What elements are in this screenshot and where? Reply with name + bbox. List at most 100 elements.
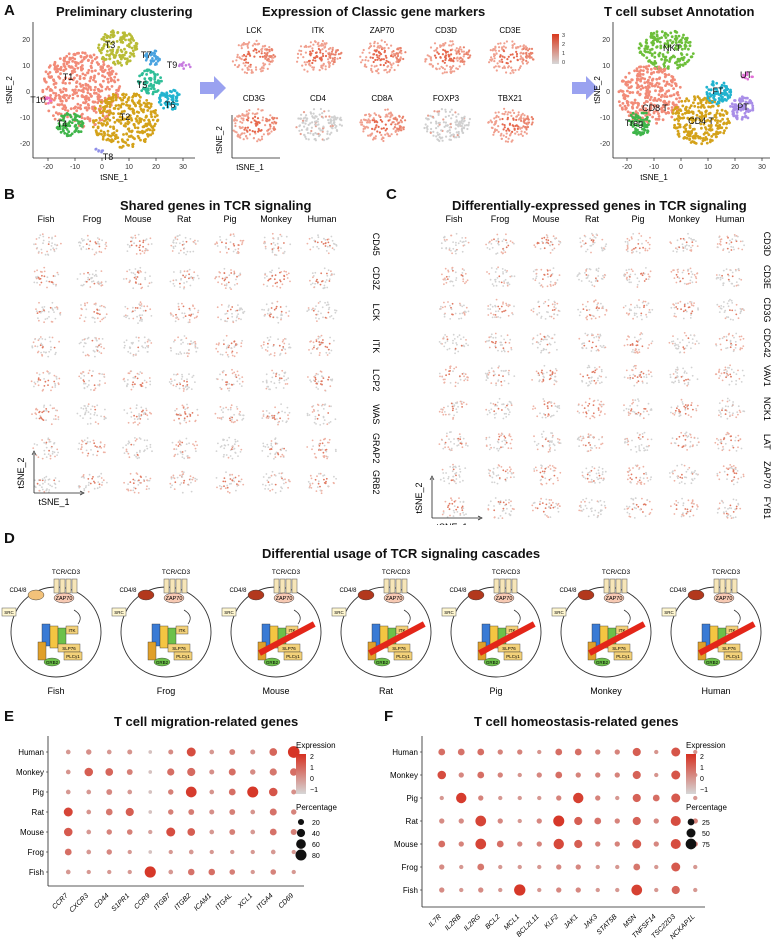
cell-dot — [90, 56, 93, 59]
cell-dot — [315, 280, 318, 283]
cell-dot — [267, 57, 270, 60]
cell-dot — [366, 119, 369, 122]
cell-dot — [373, 65, 376, 68]
cell-dot — [55, 378, 58, 380]
cell-dot — [174, 237, 177, 240]
cell-dot — [526, 117, 530, 120]
cell-dot — [453, 70, 456, 73]
cell-dot — [629, 113, 633, 117]
cell-dot — [495, 52, 498, 55]
marker-label: CD3G — [243, 94, 265, 103]
cell-dot — [42, 388, 45, 391]
cell-dot — [451, 59, 454, 62]
cell-dot — [638, 74, 642, 78]
cell-dot — [390, 123, 393, 126]
cell-dot — [685, 53, 689, 56]
cell-dot — [658, 37, 661, 40]
cell-dot — [328, 115, 331, 118]
cell-dot — [324, 239, 327, 241]
cell-dot — [181, 373, 183, 376]
cell-dot — [234, 375, 237, 378]
cell-dot — [124, 305, 127, 308]
cell-dot — [179, 422, 181, 424]
cell-dot — [640, 84, 644, 88]
cell-dot — [327, 303, 330, 306]
cell-dot — [306, 61, 309, 64]
cell-dot — [88, 247, 90, 250]
cell-dot — [375, 69, 378, 72]
cell-dot — [174, 409, 177, 412]
cell-dot — [40, 342, 43, 345]
cell-dot — [382, 127, 385, 130]
cell-dot — [196, 347, 199, 349]
cell-dot — [61, 107, 65, 110]
cell-dot — [269, 125, 272, 128]
cell-dot — [268, 63, 271, 66]
cell-dot — [424, 123, 427, 126]
cell-dot — [41, 418, 44, 421]
cell-dot — [135, 404, 138, 407]
cell-dot — [525, 132, 528, 135]
cell-dot — [272, 247, 275, 250]
cell-dot — [432, 134, 435, 137]
cell-dot — [188, 352, 190, 355]
cell-dot — [317, 236, 320, 239]
cell-dot — [142, 101, 146, 105]
y-tick-label: 20 — [602, 37, 610, 44]
cell-dot — [136, 276, 139, 278]
cell-dot — [511, 53, 514, 56]
cell-dot — [374, 58, 377, 62]
cell-dot — [320, 341, 323, 344]
cell-dot — [372, 53, 375, 56]
cell-dot — [122, 278, 125, 280]
cell-dot — [39, 415, 42, 417]
cell-dot — [112, 112, 115, 115]
cell-dot — [86, 91, 90, 95]
cell-dot — [310, 352, 312, 355]
cell-dot — [85, 243, 88, 245]
cell-dot — [150, 315, 153, 317]
cell-dot — [99, 65, 103, 69]
cell-dot — [650, 54, 654, 57]
cell-dot — [240, 318, 242, 321]
cell-dot — [282, 252, 285, 255]
cell-dot — [141, 382, 144, 384]
cell-dot — [103, 373, 105, 376]
cell-dot — [322, 316, 324, 319]
cell-dot — [98, 372, 101, 375]
cell-dot — [217, 316, 220, 319]
cell-dot — [128, 38, 132, 42]
cell-dot — [648, 98, 652, 101]
cell-dot — [95, 273, 97, 276]
cell-dot — [277, 338, 279, 341]
cell-dot — [214, 277, 217, 280]
cell-dot — [680, 99, 684, 103]
cell-dot — [463, 124, 466, 127]
cell-dot — [398, 51, 401, 54]
cell-dot — [675, 60, 679, 64]
cell-dot — [194, 419, 197, 422]
cell-dot — [219, 239, 222, 241]
cell-dot — [684, 127, 688, 131]
cell-dot — [324, 242, 327, 244]
cell-dot — [152, 59, 156, 62]
cell-dot — [329, 378, 332, 381]
cell-dot — [132, 101, 136, 105]
cell-dot — [507, 111, 510, 114]
cell-dot — [186, 403, 188, 406]
cell-dot — [181, 404, 184, 407]
cell-dot — [630, 78, 634, 82]
cell-dot — [145, 73, 149, 76]
cell-dot — [739, 108, 743, 112]
cell-dot — [526, 125, 530, 129]
cell-dot — [675, 47, 678, 51]
cell-dot — [178, 234, 181, 236]
cell-dot — [197, 311, 199, 314]
cell-dot — [168, 381, 171, 383]
cell-dot — [687, 111, 691, 114]
cell-dot — [382, 64, 385, 67]
cell-dot — [321, 280, 324, 282]
cell-dot — [313, 375, 316, 378]
cell-dot — [505, 132, 508, 135]
cell-dot — [427, 114, 430, 117]
